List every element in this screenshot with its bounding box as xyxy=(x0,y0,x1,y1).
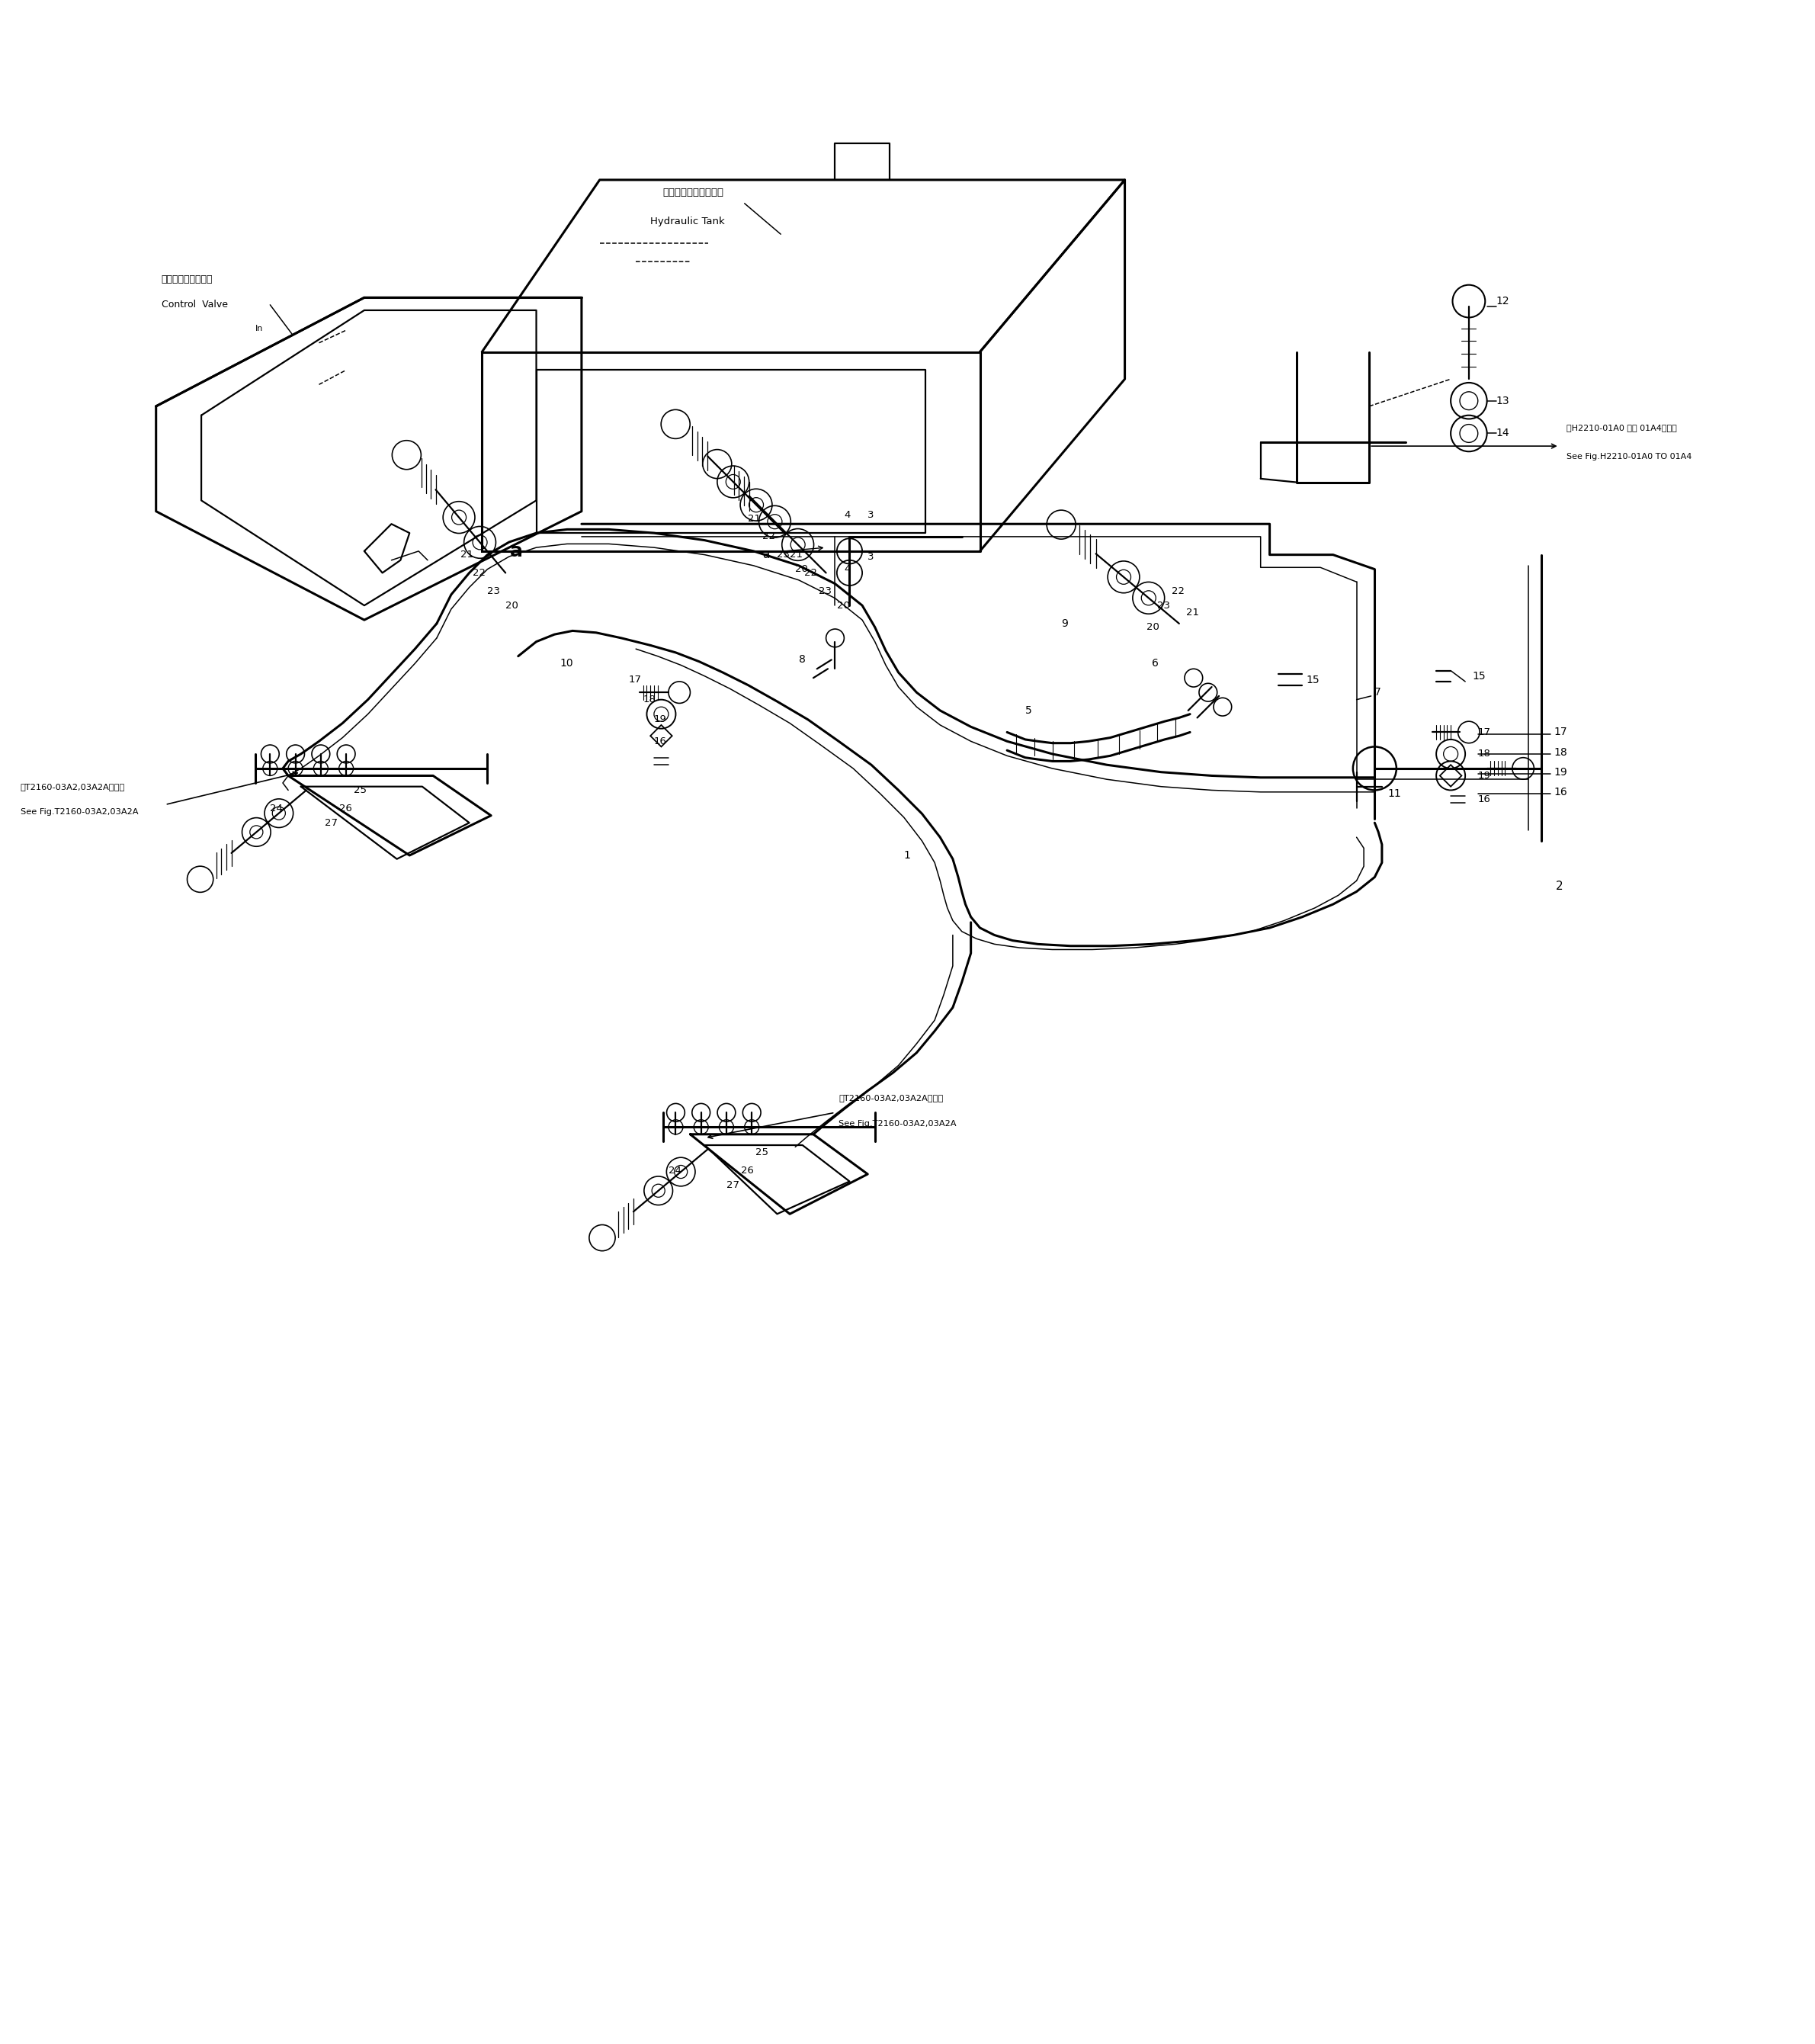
Text: 18: 18 xyxy=(1554,746,1568,758)
Text: 15: 15 xyxy=(1472,670,1486,681)
Text: 24: 24 xyxy=(668,1165,681,1175)
Text: 9: 9 xyxy=(1062,617,1069,630)
Text: 14: 14 xyxy=(1496,427,1510,439)
Text: 23: 23 xyxy=(777,550,790,560)
Text: 20: 20 xyxy=(1147,621,1160,632)
Text: 21: 21 xyxy=(748,513,760,523)
Text: 16: 16 xyxy=(653,736,666,746)
Text: 22: 22 xyxy=(1172,587,1185,597)
Text: 17: 17 xyxy=(1554,728,1568,738)
Text: 3: 3 xyxy=(868,509,875,519)
Text: 4: 4 xyxy=(844,509,851,519)
Text: 27: 27 xyxy=(726,1179,739,1190)
Text: 8: 8 xyxy=(799,654,806,664)
Text: 13: 13 xyxy=(1496,394,1510,407)
Text: ハイドロリックタンク: ハイドロリックタンク xyxy=(662,188,724,198)
Text: 5: 5 xyxy=(1025,705,1033,715)
Text: 16: 16 xyxy=(1554,787,1568,797)
Text: 19: 19 xyxy=(1554,766,1568,777)
Text: 第T2160-03A2,03A2A図参照: 第T2160-03A2,03A2A図参照 xyxy=(839,1094,944,1102)
Text: 18: 18 xyxy=(1477,748,1490,758)
Text: 22: 22 xyxy=(762,531,775,542)
Text: 7: 7 xyxy=(1374,687,1381,697)
Text: 23: 23 xyxy=(819,587,831,597)
Text: Control  Valve: Control Valve xyxy=(162,300,229,311)
Text: コントロールバルブ: コントロールバルブ xyxy=(162,274,212,284)
Text: 11: 11 xyxy=(1387,789,1401,799)
Text: 20: 20 xyxy=(795,564,808,574)
Text: 19: 19 xyxy=(1477,771,1490,781)
Text: See Fig.H2210-01A0 TO 01A4: See Fig.H2210-01A0 TO 01A4 xyxy=(1566,454,1692,460)
Text: 19: 19 xyxy=(653,715,666,724)
Text: 23: 23 xyxy=(488,587,501,597)
Text: a: a xyxy=(510,542,523,560)
Text: 22: 22 xyxy=(804,568,817,578)
Text: 26: 26 xyxy=(741,1165,753,1175)
Text: 1: 1 xyxy=(904,850,911,861)
Text: 21: 21 xyxy=(790,550,802,560)
Text: 18: 18 xyxy=(643,695,655,705)
Text: See Fig.T2160-03A2,03A2A: See Fig.T2160-03A2,03A2A xyxy=(839,1120,957,1126)
Text: 10: 10 xyxy=(559,658,574,668)
Text: 6: 6 xyxy=(1153,658,1158,668)
Text: 3: 3 xyxy=(868,552,875,562)
Text: 12: 12 xyxy=(1496,296,1510,307)
Text: 24: 24 xyxy=(270,803,283,814)
Text: See Fig.T2160-03A2,03A2A: See Fig.T2160-03A2,03A2A xyxy=(20,807,138,816)
Text: 22: 22 xyxy=(474,568,486,578)
Text: Hydraulic Tank: Hydraulic Tank xyxy=(650,217,724,227)
Text: 27: 27 xyxy=(325,818,338,828)
Text: 2: 2 xyxy=(1555,881,1563,891)
Text: 20: 20 xyxy=(506,601,519,611)
Text: 4: 4 xyxy=(844,564,851,574)
Text: 17: 17 xyxy=(628,675,641,685)
Text: 15: 15 xyxy=(1305,675,1320,685)
Text: In: In xyxy=(256,325,263,333)
Text: 16: 16 xyxy=(1477,795,1490,803)
Text: 25: 25 xyxy=(354,785,367,795)
Text: 第H2210-01A0 から 01A4図参照: 第H2210-01A0 から 01A4図参照 xyxy=(1566,425,1677,431)
Text: 25: 25 xyxy=(755,1147,768,1157)
Text: a: a xyxy=(762,550,770,560)
Text: 23: 23 xyxy=(1158,601,1171,611)
Text: 17: 17 xyxy=(1477,728,1490,738)
Text: 21: 21 xyxy=(461,550,474,560)
Text: 20: 20 xyxy=(837,601,849,611)
Text: 26: 26 xyxy=(339,803,352,814)
Text: 第T2160-03A2,03A2A図参照: 第T2160-03A2,03A2A図参照 xyxy=(20,783,125,791)
Text: 21: 21 xyxy=(1187,607,1200,617)
